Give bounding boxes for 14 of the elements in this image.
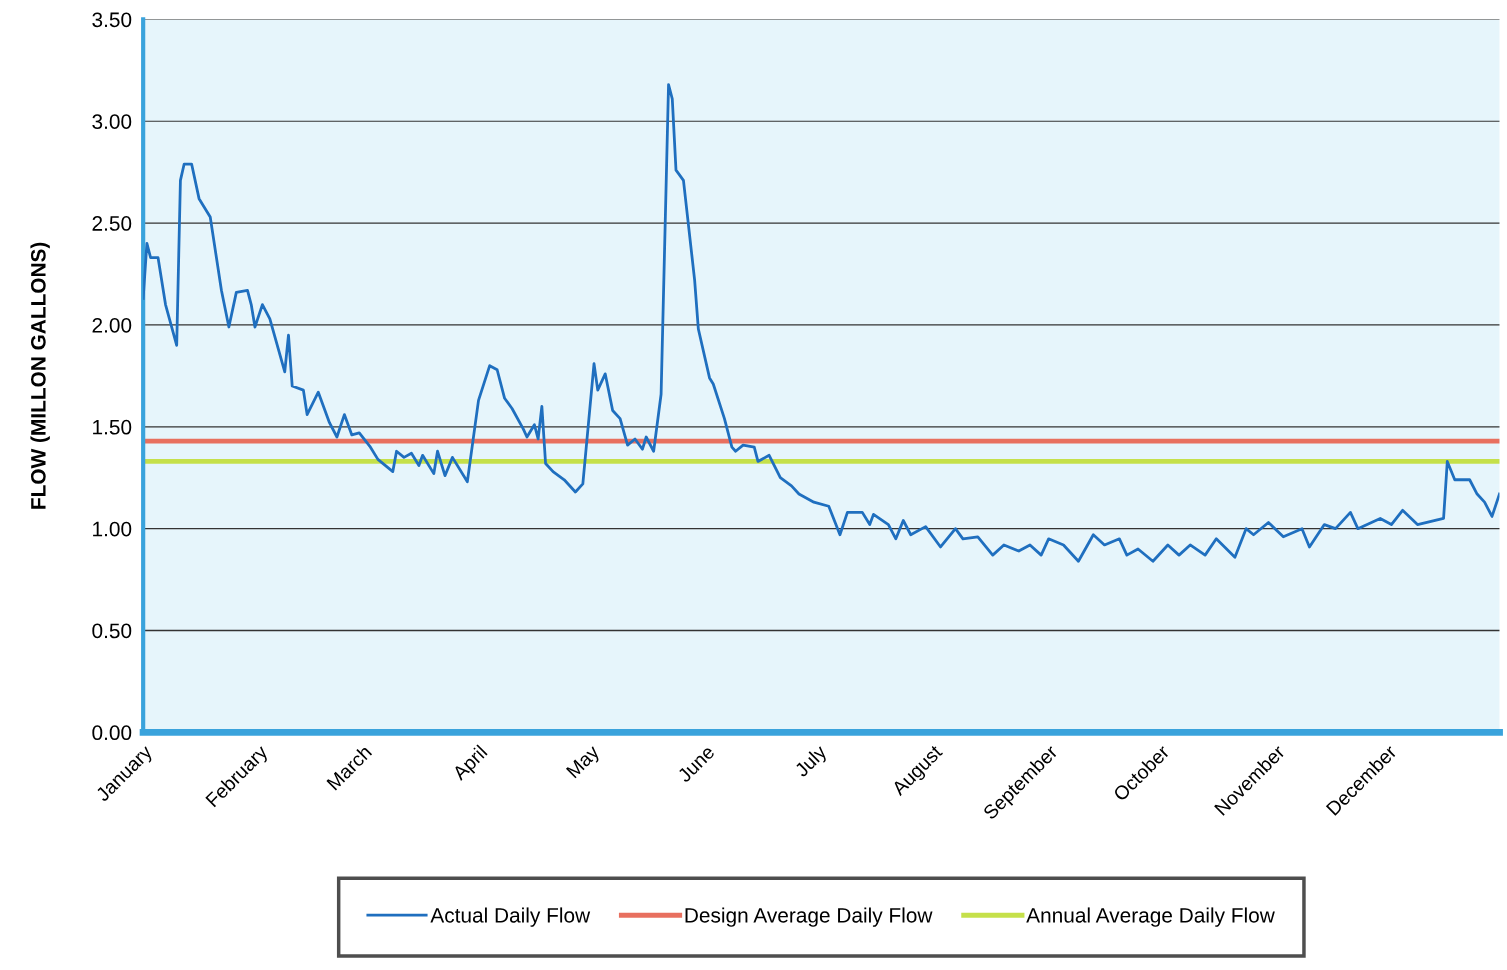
y-axis-title: FLOW (MILLON GALLONS) bbox=[30, 242, 50, 509]
y-tick-label: 2.50 bbox=[92, 216, 132, 231]
y-tick-label: 3.00 bbox=[92, 114, 132, 129]
x-tick-label: May bbox=[565, 743, 604, 782]
y-tick-label: 2.00 bbox=[92, 317, 132, 333]
y-tick-label: 1.50 bbox=[93, 419, 132, 435]
y-tick-label: 1.00 bbox=[93, 521, 132, 537]
legend-label: Design Average Daily Flow bbox=[685, 907, 933, 927]
y-tick-label: 0.00 bbox=[92, 725, 132, 741]
y-tick-label: 0.50 bbox=[92, 623, 132, 639]
y-tick-label: 3.50 bbox=[92, 12, 132, 28]
legend-label: Annual Average Daily Flow bbox=[1026, 907, 1275, 927]
legend-label: Actual Daily Flow bbox=[430, 907, 591, 927]
x-tick-label: July bbox=[793, 743, 831, 781]
